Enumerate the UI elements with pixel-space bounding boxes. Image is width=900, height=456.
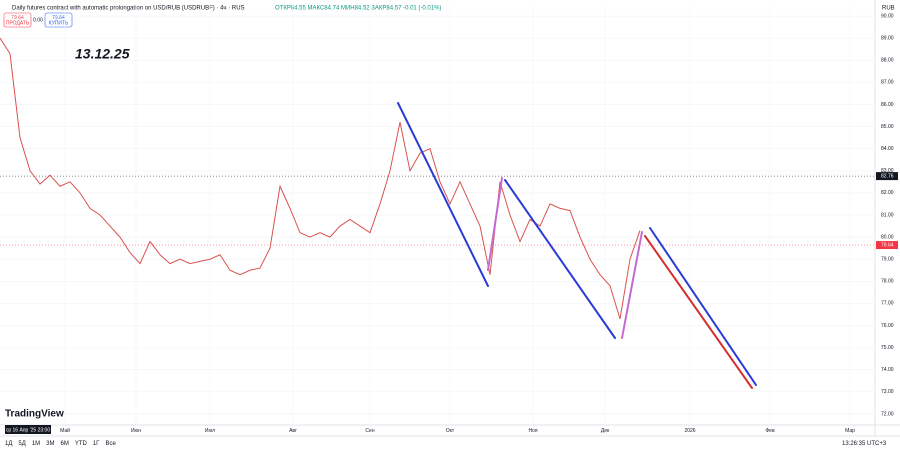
y-tick-label: 83.00	[881, 168, 894, 174]
x-tick-label: Авг	[289, 428, 297, 434]
spread: 0.00	[33, 17, 43, 23]
range-button[interactable]: 1М	[32, 441, 40, 447]
sell-button[interactable]	[3, 12, 32, 28]
y-tick-label: 88.00	[881, 58, 894, 64]
y-tick-label: 90.00	[881, 13, 894, 19]
y-tick-label: 74.00	[881, 367, 894, 373]
y-tick-label: 78.00	[881, 279, 894, 285]
x-tick-label: 2026	[684, 428, 695, 434]
range-button[interactable]: Все	[105, 441, 116, 447]
x-tick-label: Мар	[845, 428, 855, 434]
clock: 13:26:35 UTC+3	[842, 441, 887, 447]
y-tick-label: 79.00	[881, 257, 894, 263]
drawings	[397, 102, 757, 389]
price-label: 82.76	[881, 173, 894, 179]
range-button[interactable]: 6М	[61, 441, 69, 447]
x-tick-label: Сен	[365, 428, 374, 434]
price-label-bg	[876, 241, 898, 250]
sell-price[interactable]: 79.64	[11, 15, 24, 21]
crosshair-date: ср 16 Апр '25 23:00	[6, 427, 50, 433]
x-tick-label: Ноя	[528, 428, 537, 434]
x-tick-label: Июн	[131, 428, 141, 434]
y-tick-label: 76.00	[881, 323, 894, 329]
y-tick-label: 82.00	[881, 190, 894, 196]
trend-line	[644, 235, 753, 389]
y-tick-label: 85.00	[881, 124, 894, 130]
trend-line	[397, 102, 489, 287]
range-button[interactable]: YTD	[75, 441, 88, 447]
x-tick-label: Окт	[446, 428, 455, 434]
y-tick-label: 81.00	[881, 212, 894, 218]
annotation: 13.12.25	[75, 46, 130, 62]
x-tick-label: Июл	[205, 428, 215, 434]
y-tick-label: 77.00	[881, 301, 894, 307]
trend-line	[621, 231, 643, 339]
price-label: 79.64	[881, 242, 894, 248]
y-tick-label: 86.00	[881, 102, 894, 108]
y-tick-label: 72.00	[881, 411, 894, 417]
y-tick-label: 87.00	[881, 80, 894, 86]
crosshair-label-bg	[5, 425, 51, 434]
y-tick-label: 89.00	[881, 35, 894, 41]
currency: RUB	[882, 6, 895, 12]
buy-label[interactable]: КУПИТЬ	[49, 20, 69, 26]
y-tick-label: 75.00	[881, 345, 894, 351]
range-button[interactable]: 1Г	[93, 441, 100, 447]
trend-line	[649, 227, 757, 386]
trend-line	[487, 177, 503, 271]
range-button[interactable]: 5Д	[18, 441, 25, 447]
trend-line	[504, 179, 616, 339]
sell-label[interactable]: ПРОДАТЬ	[6, 20, 30, 26]
y-tick-label: 73.00	[881, 389, 894, 395]
x-tick-label: Фев	[765, 428, 775, 434]
range-button[interactable]: 3М	[46, 441, 54, 447]
y-tick-label: 80.00	[881, 234, 894, 240]
x-tick-label: Май	[60, 427, 70, 434]
y-tick-label: 84.00	[881, 146, 894, 152]
x-tick-label: Дек	[601, 428, 610, 434]
symbol-title: Daily futures contract with automatic pr…	[12, 6, 245, 12]
ohlc: ОТКР84.55 МАКС84.74 МИН84.52 ЗАКР84.57 -…	[275, 6, 441, 12]
buy-price[interactable]: 79.64	[52, 15, 65, 21]
price-label-bg	[876, 172, 898, 181]
range-button[interactable]: 1Д	[5, 441, 12, 447]
brand: TradingView	[5, 409, 64, 420]
